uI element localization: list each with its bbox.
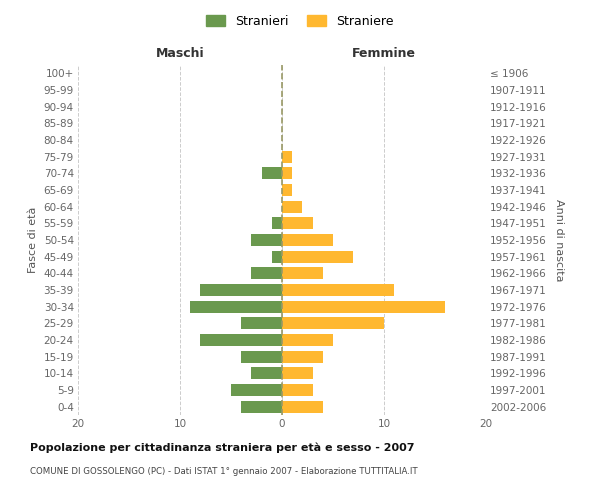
Bar [190, 300, 282, 312]
Bar [200, 334, 282, 346]
Bar [282, 368, 313, 380]
Bar [282, 184, 292, 196]
Text: Popolazione per cittadinanza straniera per età e sesso - 2007: Popolazione per cittadinanza straniera p… [30, 442, 415, 453]
Bar [241, 400, 282, 412]
Bar [282, 400, 323, 412]
Bar [231, 384, 282, 396]
Bar [282, 200, 302, 212]
Bar [272, 250, 282, 262]
Bar [282, 334, 333, 346]
Bar [282, 318, 384, 330]
Bar [282, 268, 323, 280]
Bar [282, 350, 323, 362]
Bar [272, 218, 282, 230]
Bar [241, 350, 282, 362]
Bar [241, 318, 282, 330]
Bar [282, 384, 313, 396]
Bar [282, 284, 394, 296]
Text: COMUNE DI GOSSOLENGO (PC) - Dati ISTAT 1° gennaio 2007 - Elaborazione TUTTITALIA: COMUNE DI GOSSOLENGO (PC) - Dati ISTAT 1… [30, 468, 418, 476]
Bar [262, 168, 282, 179]
Text: Maschi: Maschi [155, 47, 205, 60]
Bar [251, 268, 282, 280]
Bar [251, 368, 282, 380]
Bar [251, 234, 282, 246]
Bar [282, 150, 292, 162]
Bar [282, 250, 353, 262]
Legend: Stranieri, Straniere: Stranieri, Straniere [203, 11, 397, 32]
Y-axis label: Anni di nascita: Anni di nascita [554, 198, 563, 281]
Y-axis label: Fasce di età: Fasce di età [28, 207, 38, 273]
Bar [282, 300, 445, 312]
Bar [282, 218, 313, 230]
Bar [282, 168, 292, 179]
Text: Femmine: Femmine [352, 47, 416, 60]
Bar [282, 234, 333, 246]
Bar [200, 284, 282, 296]
